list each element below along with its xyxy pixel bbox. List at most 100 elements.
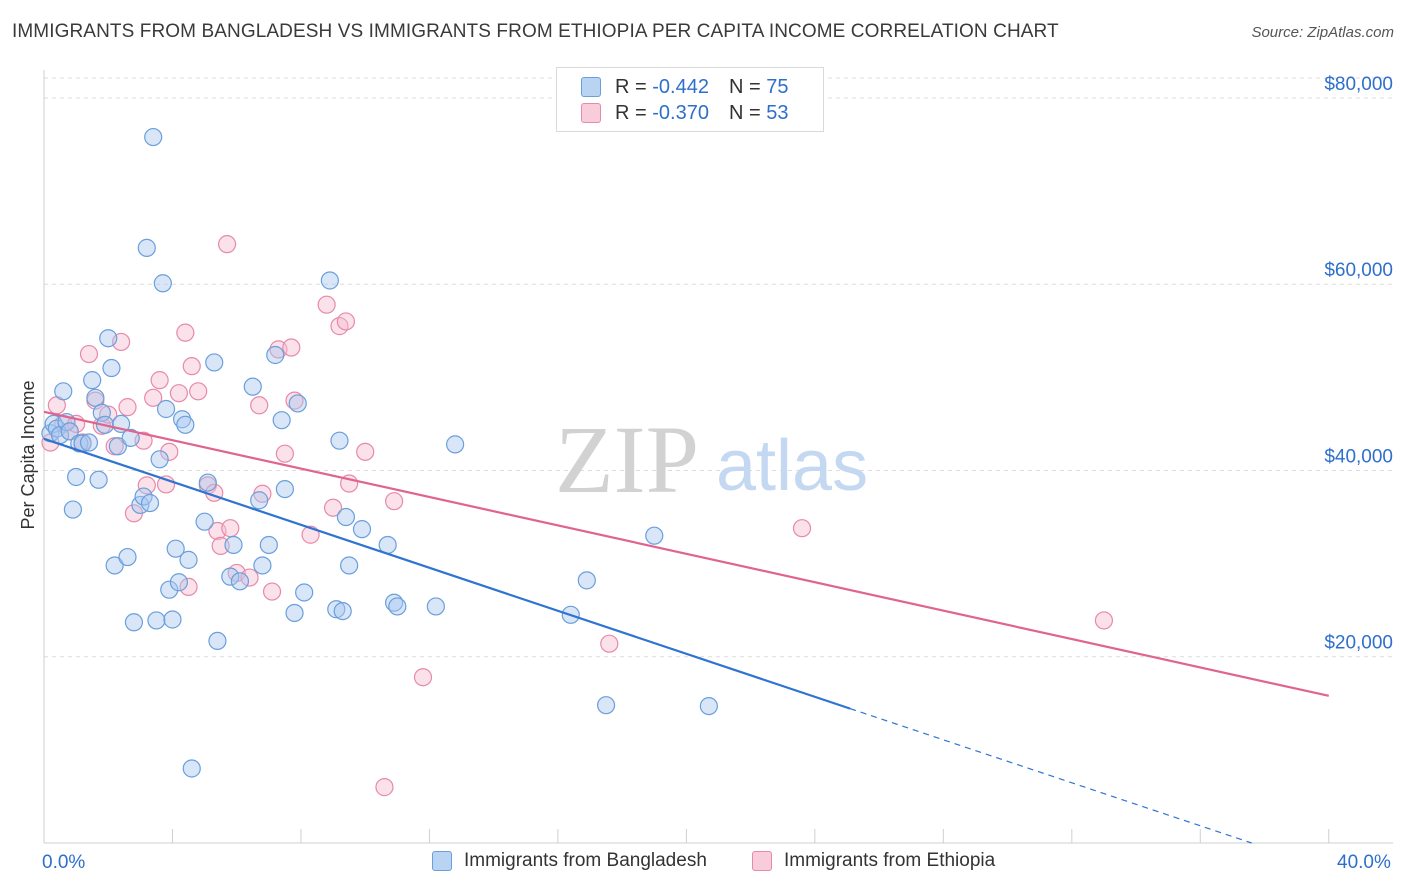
point-bangladesh — [333, 601, 352, 621]
point-ethiopia — [176, 323, 195, 342]
point-ethiopia — [118, 398, 137, 417]
axes — [43, 70, 1393, 844]
point-bangladesh — [169, 573, 188, 592]
series-name: Immigrants from Bangladesh — [464, 850, 707, 871]
point-bangladesh — [195, 512, 214, 531]
point-bangladesh — [295, 583, 314, 602]
point-bangladesh — [60, 422, 79, 441]
point-ethiopia — [356, 442, 375, 461]
point-bangladesh — [596, 696, 616, 715]
series-legend: Immigrants from Bangladesh Immigrants fr… — [0, 850, 1406, 878]
point-bangladesh — [83, 371, 102, 390]
legend-swatch-pink — [581, 103, 601, 123]
y-tick-label: $80,000 — [1324, 74, 1393, 95]
legend-n-label: N = — [728, 101, 761, 124]
point-bangladesh — [221, 567, 240, 586]
legend-n-value: 75 — [766, 75, 789, 98]
point-bangladesh — [163, 610, 182, 629]
point-bangladesh — [137, 238, 156, 257]
point-bangladesh — [79, 433, 99, 452]
point-bangladesh — [121, 428, 140, 447]
point-ethiopia — [1094, 611, 1114, 630]
point-ethiopia — [792, 519, 812, 538]
point-ethiopia — [137, 476, 156, 495]
point-ethiopia — [189, 382, 208, 401]
point-bangladesh — [259, 535, 278, 555]
point-ethiopia — [221, 519, 240, 538]
point-ethiopia — [317, 295, 336, 314]
watermark-zip: ZIP — [555, 406, 699, 513]
point-bangladesh — [224, 535, 243, 555]
series-legend-bangladesh: Immigrants from Bangladesh — [432, 850, 707, 872]
point-bangladesh — [336, 507, 356, 527]
point-ethiopia — [240, 568, 259, 587]
point-bangladesh — [173, 410, 192, 429]
point-bangladesh — [243, 377, 262, 396]
point-bangladesh — [67, 467, 86, 487]
watermark: ZIP atlas — [555, 406, 868, 513]
legend-r-value: -0.370 — [652, 101, 709, 124]
point-bangladesh — [105, 556, 124, 575]
point-bangladesh — [198, 473, 217, 492]
series-swatch-pink — [752, 851, 772, 871]
y-tick-labels: $20,000 $40,000 $60,000 $80,000 — [1324, 74, 1393, 654]
point-ethiopia — [144, 388, 163, 407]
point-ethiopia — [323, 498, 343, 517]
point-bangladesh — [156, 399, 176, 419]
point-ethiopia — [182, 357, 201, 376]
point-bangladesh — [182, 759, 201, 778]
point-ethiopia — [179, 577, 198, 596]
point-bangladesh — [160, 580, 179, 599]
point-bangladesh — [102, 358, 121, 378]
point-bangladesh — [285, 603, 304, 623]
source-credit: Source: ZipAtlas.com — [1251, 24, 1394, 41]
point-bangladesh — [54, 382, 73, 401]
point-ethiopia — [262, 582, 282, 601]
point-ethiopia — [600, 634, 619, 653]
point-bangladesh — [63, 500, 83, 519]
point-bangladesh — [330, 431, 349, 450]
x-axis-max-label: 40.0% — [1337, 852, 1391, 873]
point-ethiopia — [413, 668, 433, 687]
point-bangladesh — [352, 520, 372, 539]
legend-r-value: -0.442 — [652, 75, 709, 98]
point-ethiopia — [150, 371, 169, 390]
trend-line-bangladesh-extension — [849, 708, 1252, 844]
trend-line-ethiopia — [43, 410, 1329, 697]
legend-r-label: R = — [615, 101, 647, 124]
point-bangladesh — [108, 437, 127, 456]
point-ethiopia — [160, 442, 179, 461]
point-bangladesh — [272, 411, 291, 430]
point-ethiopia — [79, 344, 99, 364]
trend-lines — [43, 410, 1329, 844]
point-bangladesh — [144, 127, 163, 147]
correlation-legend: R = -0.442 N = 75 R = -0.370 N = 53 — [556, 67, 824, 132]
data-points — [41, 127, 1114, 797]
point-bangladesh — [426, 597, 445, 616]
point-bangladesh — [645, 526, 664, 545]
point-bangladesh — [266, 345, 285, 365]
point-bangladesh — [179, 550, 198, 569]
point-ethiopia — [384, 492, 404, 511]
watermark-atlas: atlas — [716, 426, 868, 506]
point-bangladesh — [699, 696, 718, 716]
point-bangladesh — [150, 450, 169, 469]
point-ethiopia — [211, 536, 230, 556]
point-bangladesh — [118, 547, 137, 567]
point-bangladesh — [577, 571, 596, 590]
point-bangladesh — [388, 597, 407, 616]
point-ethiopia — [99, 405, 118, 424]
point-ethiopia — [250, 396, 269, 415]
point-ethiopia — [275, 444, 294, 463]
point-ethiopia — [285, 391, 304, 410]
point-bangladesh — [153, 274, 172, 293]
chart-title: IMMIGRANTS FROM BANGLADESH VS IMMIGRANTS… — [12, 21, 1059, 42]
y-axis-label: Per Capita Income — [18, 380, 38, 529]
trend-line-bangladesh — [43, 437, 851, 710]
y-tick-label: $20,000 — [1324, 633, 1393, 654]
point-bangladesh — [275, 479, 294, 499]
legend-n-label: N = — [728, 75, 761, 98]
point-bangladesh — [340, 556, 359, 575]
legend-row-ethiopia: R = -0.370 N = 53 — [581, 101, 788, 125]
legend-n-value: 53 — [766, 101, 789, 124]
